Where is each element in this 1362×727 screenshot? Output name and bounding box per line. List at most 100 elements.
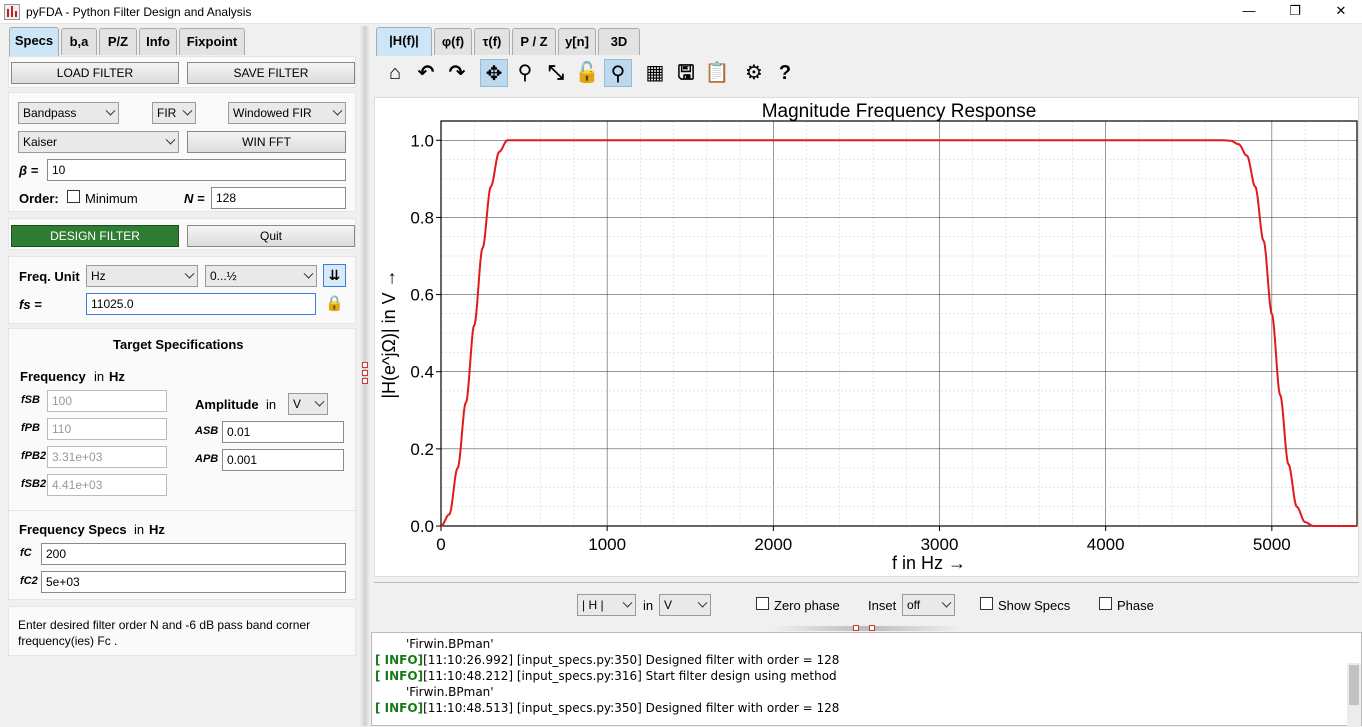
fc-input[interactable]: 200 bbox=[41, 543, 346, 565]
plot-controls: | H | in V Zero phase Inset off Show Spe… bbox=[374, 582, 1359, 624]
help-icon[interactable]: ? bbox=[778, 62, 792, 84]
freq-unit-display: Hz bbox=[109, 369, 125, 384]
tab-fixpoint[interactable]: Fixpoint bbox=[179, 28, 245, 55]
lock-fs-icon[interactable]: 🔒 bbox=[325, 295, 344, 312]
minimum-order-checkbox[interactable] bbox=[67, 190, 80, 203]
title-bar: pyFDA - Python Filter Design and Analysi… bbox=[0, 0, 1362, 24]
lock-icon[interactable]: 🔓 bbox=[574, 62, 600, 84]
fc-label: fC bbox=[20, 547, 32, 559]
x-tick-label: 5000 bbox=[1253, 535, 1291, 554]
vertical-splitter[interactable] bbox=[360, 26, 370, 726]
home-icon[interactable]: ⌂ bbox=[388, 62, 402, 84]
design-filter-button[interactable]: DESIGN FILTER bbox=[11, 225, 179, 247]
fsb2-input[interactable]: 4.41e+03 bbox=[47, 474, 167, 496]
app-logo-icon bbox=[4, 4, 20, 20]
grid-icon[interactable]: ▦ bbox=[645, 62, 665, 84]
pan-icon[interactable]: ✥ bbox=[480, 59, 508, 87]
amp-unit-select[interactable]: V bbox=[288, 393, 328, 415]
plot-in-label: in bbox=[643, 598, 654, 613]
left-panel: Specs b,a P/Z Info Fixpoint LOAD FILTER … bbox=[0, 26, 358, 726]
tab-specs[interactable]: Specs bbox=[9, 27, 59, 56]
y-tick-label: 0.6 bbox=[410, 286, 434, 305]
horizontal-splitter[interactable] bbox=[771, 625, 961, 631]
magnitude-plot[interactable]: Magnitude Frequency Response 0 1000 2000 30… bbox=[374, 97, 1359, 577]
fs-input[interactable]: 11025.0 bbox=[86, 293, 316, 315]
fpb-input[interactable]: 110 bbox=[47, 418, 167, 440]
window-select[interactable]: Kaiser bbox=[18, 131, 179, 153]
freq-specs-in-label: in bbox=[134, 522, 145, 537]
tab-phase[interactable]: φ(f) bbox=[434, 28, 472, 55]
settings-icon[interactable]: ⚙ bbox=[745, 62, 763, 84]
redo-icon[interactable]: ↷ bbox=[448, 62, 466, 84]
window-title: pyFDA - Python Filter Design and Analysi… bbox=[26, 5, 252, 19]
tab-pole-zero[interactable]: P / Z bbox=[512, 28, 556, 55]
splitter-handle[interactable] bbox=[362, 378, 368, 384]
clipboard-icon[interactable]: 📋 bbox=[704, 62, 730, 84]
log-window[interactable]: 'Firwin.BPman' [ INFO][11:10:26.992] [in… bbox=[371, 632, 1362, 727]
magnitude-select[interactable]: | H | bbox=[577, 594, 636, 616]
y-axis-label: |H(e^jΩ)| in V → bbox=[379, 269, 399, 398]
tab-pz[interactable]: P/Z bbox=[99, 28, 137, 55]
freq-unit-label: Freq. Unit bbox=[19, 269, 80, 284]
splitter-handle[interactable] bbox=[869, 625, 875, 631]
log-line: 'Firwin.BPman' bbox=[406, 685, 494, 699]
filter-type-select[interactable]: FIR bbox=[152, 102, 196, 124]
magnitude-chart[interactable]: Magnitude Frequency Response 0 1000 2000 30… bbox=[375, 98, 1358, 576]
quit-button[interactable]: Quit bbox=[187, 225, 355, 247]
load-filter-button[interactable]: LOAD FILTER bbox=[11, 62, 179, 84]
help-text: Enter desired filter order N and -6 dB p… bbox=[18, 618, 311, 648]
order-n-input[interactable]: 128 bbox=[211, 187, 346, 209]
minimize-icon[interactable]: — bbox=[1242, 3, 1256, 18]
frequency-label: Frequency bbox=[20, 369, 86, 384]
x-tick-label: 4000 bbox=[1087, 535, 1125, 554]
splitter-handle[interactable] bbox=[362, 370, 368, 376]
fpb2-input[interactable]: 3.31e+03 bbox=[47, 446, 167, 468]
tab-ba[interactable]: b,a bbox=[61, 28, 97, 55]
help-panel: Enter desired filter order N and -6 dB p… bbox=[8, 606, 356, 656]
design-method-select[interactable]: Windowed FIR bbox=[228, 102, 346, 124]
log-line: [ INFO][11:10:26.992] [input_specs.py:35… bbox=[375, 653, 840, 667]
y-tick-label: 0.2 bbox=[410, 440, 434, 459]
apb-label: APB bbox=[195, 453, 219, 465]
marker-icon[interactable]: ⚲ bbox=[604, 59, 632, 87]
freq-unit-panel: Freq. Unit Hz 0...½ ⇊ fs = 11025.0 🔒 bbox=[8, 256, 356, 324]
freq-unit-select[interactable]: Hz bbox=[86, 265, 198, 287]
tab-impulse[interactable]: y[n] bbox=[558, 28, 596, 55]
zero-phase-checkbox[interactable] bbox=[756, 597, 769, 610]
close-icon[interactable]: ✕ bbox=[1335, 3, 1347, 18]
n-label: N = bbox=[184, 191, 205, 206]
zoom-icon[interactable]: ⚲ bbox=[517, 62, 533, 84]
save-icon[interactable]: 🖫 bbox=[677, 62, 695, 84]
tab-group-delay[interactable]: τ(f) bbox=[474, 28, 510, 55]
beta-input[interactable]: 10 bbox=[47, 159, 346, 181]
target-specs-title: Target Specifications bbox=[113, 337, 244, 352]
fit-icon[interactable]: ⤡ bbox=[548, 62, 564, 84]
show-specs-checkbox[interactable] bbox=[980, 597, 993, 610]
tab-info[interactable]: Info bbox=[139, 28, 177, 55]
order-label: Order: bbox=[19, 191, 59, 206]
response-type-select[interactable]: Bandpass bbox=[18, 102, 119, 124]
freq-range-select[interactable]: 0...½ bbox=[205, 265, 317, 287]
save-filter-button[interactable]: SAVE FILTER bbox=[187, 62, 355, 84]
inset-select[interactable]: off bbox=[902, 594, 955, 616]
splitter-handle[interactable] bbox=[362, 362, 368, 368]
phase-checkbox[interactable] bbox=[1099, 597, 1112, 610]
chart-grid bbox=[440, 120, 1357, 527]
phase-label: Phase bbox=[1117, 598, 1154, 613]
apb-input[interactable]: 0.001 bbox=[222, 449, 344, 471]
undo-icon[interactable]: ↶ bbox=[417, 62, 435, 84]
tab-magnitude[interactable]: |H(f)| bbox=[376, 27, 432, 56]
restore-icon[interactable]: ❐ bbox=[1289, 3, 1301, 18]
splitter-handle[interactable] bbox=[853, 625, 859, 631]
file-panel: LOAD FILTER SAVE FILTER bbox=[8, 56, 356, 88]
plot-toolbar: ⌂ ↶ ↷ ✥ ⚲ ⤡ 🔓 ⚲ ▦ 🖫 📋 ⚙ ? bbox=[371, 57, 1362, 95]
sort-icon[interactable]: ⇊ bbox=[323, 264, 346, 287]
log-scrollbar[interactable] bbox=[1347, 663, 1361, 727]
tab-3d[interactable]: 3D bbox=[598, 28, 640, 55]
x-tick-label: 2000 bbox=[754, 535, 792, 554]
plot-unit-select[interactable]: V bbox=[659, 594, 711, 616]
win-fft-button[interactable]: WIN FFT bbox=[187, 131, 346, 153]
fsb-input[interactable]: 100 bbox=[47, 390, 167, 412]
asb-input[interactable]: 0.01 bbox=[222, 421, 344, 443]
fc2-input[interactable]: 5e+03 bbox=[41, 571, 346, 593]
